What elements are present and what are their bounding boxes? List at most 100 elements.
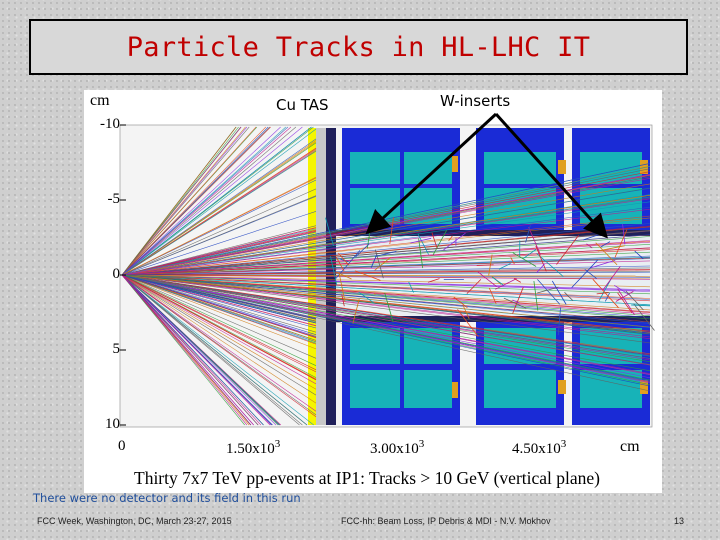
shower-track xyxy=(557,307,561,336)
shower-track xyxy=(536,253,564,277)
shower-track xyxy=(510,257,515,265)
particle-track xyxy=(121,274,317,359)
particle-track xyxy=(121,274,314,426)
shower-track xyxy=(334,250,361,280)
shower-track xyxy=(586,243,593,249)
shower-track xyxy=(335,256,345,272)
shower-track xyxy=(512,287,524,314)
particle-track xyxy=(121,234,651,276)
particle-track xyxy=(121,225,317,276)
particle-track xyxy=(121,126,281,276)
shower-track xyxy=(354,270,381,281)
y-tick-label: 10 xyxy=(105,416,120,432)
particle-track xyxy=(121,274,317,339)
shower-track xyxy=(495,278,517,290)
shower-track xyxy=(443,232,466,251)
particle-track xyxy=(121,274,259,426)
particle-track xyxy=(121,126,270,276)
shower-track xyxy=(389,217,394,245)
particle-track xyxy=(121,274,317,412)
particle-track xyxy=(121,274,651,366)
shower-track xyxy=(338,273,346,302)
shower-track xyxy=(432,230,447,256)
track-plot xyxy=(119,112,655,428)
particle-track xyxy=(121,269,651,276)
particle-track xyxy=(121,226,651,276)
particle-track xyxy=(121,274,271,426)
particle-track xyxy=(121,274,317,381)
shower-track xyxy=(333,268,337,276)
particle-track xyxy=(121,274,651,280)
particle-track xyxy=(121,274,651,381)
particle-track xyxy=(121,274,245,426)
particle-track xyxy=(121,274,308,426)
shower-track xyxy=(592,278,619,308)
particle-track xyxy=(121,274,651,328)
shower-track xyxy=(341,294,345,307)
track-figure: cm -10 -5 0 5 10 0 1.50x103 3.00x103 4.5… xyxy=(84,90,662,493)
shower-track xyxy=(604,292,610,302)
shower-track xyxy=(457,309,479,338)
particle-track xyxy=(121,274,651,344)
shower-track xyxy=(631,304,651,307)
shower-track xyxy=(374,249,384,279)
particle-track xyxy=(121,274,264,426)
x-unit-label: cm xyxy=(620,438,640,455)
particle-track xyxy=(121,274,262,426)
particle-track xyxy=(121,274,651,372)
particle-track xyxy=(121,126,297,276)
shower-track xyxy=(571,259,599,288)
particle-track xyxy=(121,126,237,276)
shower-track xyxy=(597,245,625,252)
figure-caption: Thirty 7x7 TeV pp-events at IP1: Tracks … xyxy=(134,468,600,488)
particle-track xyxy=(121,274,317,326)
shower-track xyxy=(374,256,391,271)
particle-track xyxy=(121,274,651,317)
x-tick-label: 1.50x103 xyxy=(226,438,281,457)
shower-track xyxy=(453,296,468,309)
shower-track xyxy=(622,224,626,245)
particle-track xyxy=(121,244,651,276)
particle-track xyxy=(121,208,651,276)
particle-track xyxy=(121,274,651,333)
particle-track xyxy=(121,274,277,426)
particle-track xyxy=(121,260,651,276)
particle-track xyxy=(121,274,317,373)
shower-track xyxy=(355,243,370,258)
particle-track xyxy=(121,126,241,276)
particle-track xyxy=(121,274,317,404)
particle-track xyxy=(121,201,651,276)
shower-track xyxy=(615,291,634,302)
shower-track xyxy=(374,250,397,257)
y-unit-label: cm xyxy=(90,92,110,109)
particle-track xyxy=(121,274,254,426)
particle-track xyxy=(121,274,317,385)
y-tick-label: -5 xyxy=(107,191,121,207)
particle-track xyxy=(121,126,289,276)
particle-track xyxy=(121,274,651,385)
particle-track xyxy=(121,274,651,363)
particle-track xyxy=(121,231,317,276)
shower-track xyxy=(513,278,522,283)
particle-track xyxy=(121,126,312,276)
shower-track xyxy=(528,226,541,255)
particle-track xyxy=(121,274,317,341)
particle-track xyxy=(121,274,651,383)
shower-track xyxy=(595,242,618,266)
shower-track xyxy=(491,276,505,286)
shower-track xyxy=(617,288,635,316)
particle-track xyxy=(121,150,317,276)
shower-track xyxy=(336,271,352,280)
shower-track xyxy=(525,225,531,243)
particle-track xyxy=(121,274,317,371)
shower-track xyxy=(564,292,574,301)
x-tick-label: 0 xyxy=(118,438,126,454)
annotation-arrows xyxy=(365,112,609,239)
shower-track xyxy=(488,287,497,305)
particle-track xyxy=(121,274,300,426)
footer-event: FCC Week, Washington, DC, March 23-27, 2… xyxy=(37,516,232,526)
y-tick-label: 0 xyxy=(112,266,121,282)
shower-track xyxy=(408,281,414,293)
shower-track xyxy=(533,281,539,311)
y-tick-label: 5 xyxy=(112,341,121,357)
